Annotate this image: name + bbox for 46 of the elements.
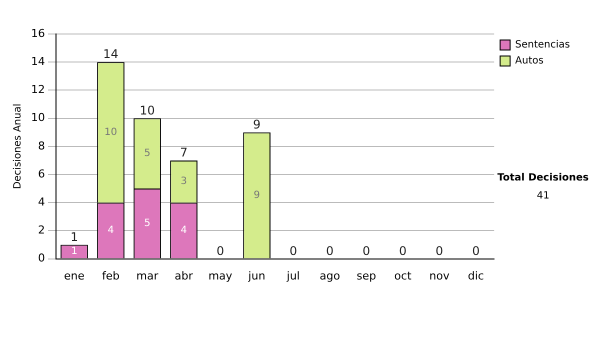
text: 41 — [536, 190, 550, 202]
data-label: 5 — [144, 148, 150, 160]
y-tick-label: 12 — [30, 83, 45, 96]
total-label: 10 — [140, 103, 155, 118]
total-label: 1 — [70, 230, 78, 244]
x-tick-label: abr — [174, 269, 194, 282]
y-tick-label: 0 — [38, 252, 45, 265]
data-label: 9 — [254, 190, 260, 201]
total-label: 0 — [326, 244, 334, 258]
y-tick-label: 10 — [30, 111, 45, 124]
x-tick-label: mar — [136, 269, 159, 282]
x-tick-label: sep — [356, 269, 376, 282]
total-label: 0 — [290, 244, 298, 258]
data-label: 1 — [71, 246, 78, 258]
total-label: 0 — [472, 244, 480, 258]
x-tick-label: feb — [102, 269, 120, 282]
x-tick-label: ene — [64, 269, 85, 282]
total-label: 7 — [180, 146, 188, 160]
y-tick-label: 16 — [30, 26, 45, 40]
text: Total Decisiones — [497, 172, 589, 184]
x-tick-label: oct — [394, 269, 412, 282]
x-tick-label: jul — [286, 269, 300, 282]
total-label: 0 — [216, 244, 224, 258]
total-label: 0 — [362, 244, 370, 258]
x-tick-label: may — [208, 269, 233, 282]
total-label: 9 — [252, 117, 261, 132]
legend-label: Sentencias — [515, 40, 570, 51]
x-tick-label: ago — [320, 269, 340, 282]
total-label: 14 — [103, 47, 118, 62]
total-label: 0 — [436, 244, 444, 258]
y-tick-label: 6 — [38, 167, 45, 180]
total-label: 0 — [399, 244, 407, 258]
x-tick-label: nov — [429, 269, 450, 282]
y-tick-label: 2 — [38, 224, 45, 237]
data-label: 10 — [104, 126, 118, 138]
data-label: 5 — [144, 218, 150, 230]
x-tick-label: dic — [468, 269, 484, 282]
y-tick-label: 4 — [38, 195, 45, 208]
data-label: 3 — [180, 176, 187, 188]
x-tick-label: jun — [247, 269, 266, 282]
data-label: 4 — [180, 225, 187, 236]
y-tick-label: 14 — [30, 54, 45, 68]
y-tick-label: 8 — [38, 139, 45, 152]
data-label: 4 — [108, 225, 114, 236]
legend-label: Autos — [515, 56, 544, 67]
y-axis-title: Decisiones Anual — [12, 104, 24, 190]
